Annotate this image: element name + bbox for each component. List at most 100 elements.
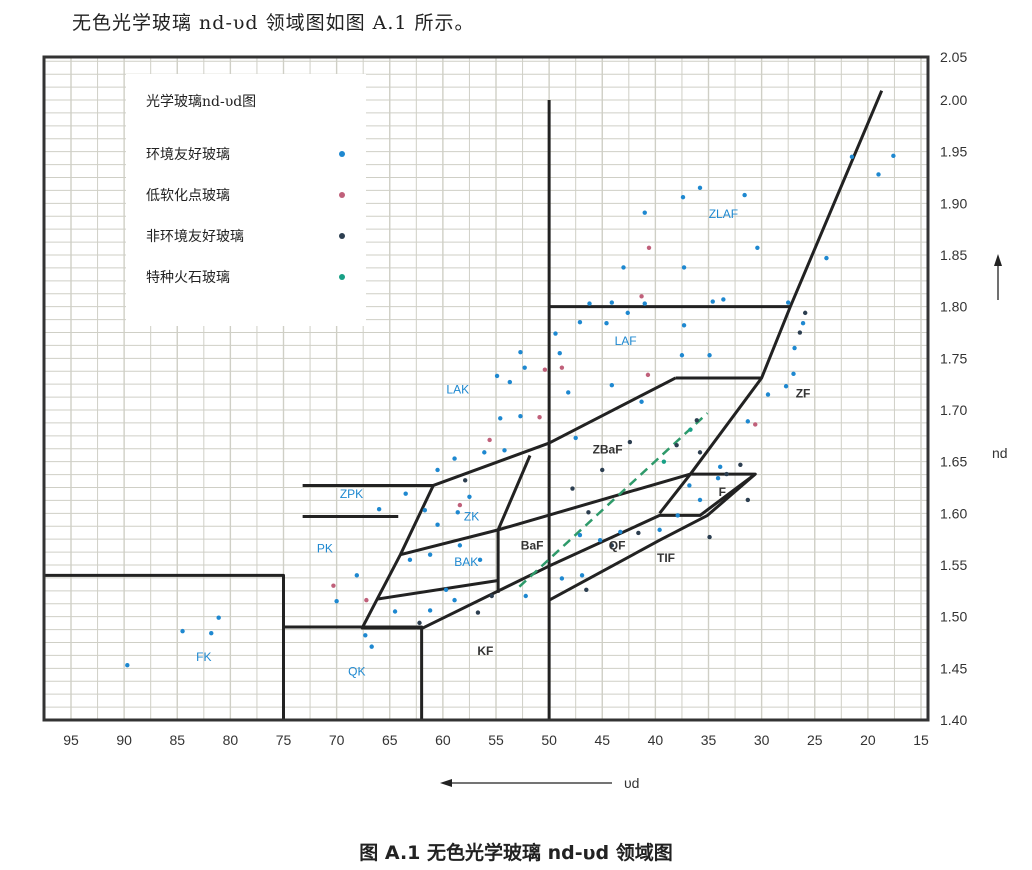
data-point (674, 442, 679, 448)
data-point (376, 507, 382, 512)
data-point (363, 633, 368, 638)
x-tick-label: 15 (913, 732, 929, 748)
x-tick-label: 85 (169, 732, 185, 748)
data-point (427, 608, 433, 613)
region-label: QF (609, 539, 626, 553)
data-point (604, 321, 609, 326)
data-point (507, 379, 513, 385)
y-tick-label: 1.40 (940, 712, 967, 728)
data-point (645, 372, 651, 378)
data-point (849, 154, 855, 160)
data-point (876, 172, 881, 177)
data-point (354, 573, 360, 578)
legend-label: 低软化点玻璃 (146, 187, 230, 204)
data-point (586, 510, 591, 515)
data-point (522, 365, 527, 370)
x-tick-label: 50 (541, 732, 557, 748)
data-point (537, 415, 542, 420)
region-boundary (400, 472, 691, 557)
data-point (765, 392, 771, 397)
data-point (681, 323, 687, 328)
data-point (639, 294, 644, 299)
data-point (785, 300, 791, 305)
data-point (802, 310, 808, 316)
data-point (636, 530, 641, 536)
data-point (452, 597, 457, 603)
data-point (559, 365, 565, 370)
data-point (557, 350, 562, 356)
x-label: υd (624, 775, 639, 791)
region-label: ZF (796, 387, 811, 401)
data-point (621, 265, 626, 270)
data-point (489, 593, 494, 599)
y-tick-label: 1.90 (940, 195, 967, 211)
data-point (625, 310, 630, 316)
plot-frame (42, 55, 930, 722)
data-point (435, 522, 440, 527)
data-point (462, 478, 468, 483)
data-point (125, 663, 130, 668)
data-point (457, 502, 463, 508)
data-point (724, 471, 729, 477)
data-point (618, 529, 623, 535)
y-tick-label: 2.05 (940, 49, 967, 65)
data-point (180, 628, 185, 634)
legend-label: 非环境友好玻璃 (146, 228, 244, 245)
y-tick-label: 1.55 (940, 557, 967, 573)
data-point (502, 448, 507, 453)
data-point (800, 321, 806, 326)
data-point (707, 534, 712, 540)
region-label: ZBaF (593, 442, 623, 456)
data-point (209, 631, 214, 636)
data-point (627, 439, 633, 445)
data-point (216, 615, 221, 620)
legend-marker (339, 274, 345, 280)
y-tick-label: 1.65 (940, 454, 967, 470)
data-point (721, 297, 726, 302)
data-point (791, 371, 796, 377)
data-point (755, 245, 760, 250)
data-point (642, 301, 647, 306)
data-point (407, 557, 413, 563)
x-tick-labels: 95 90 85 80 75 70 65 60 55 50 45 40 35 30 25 20 15 (63, 732, 929, 748)
data-point (609, 543, 615, 548)
x-tick-label: 60 (435, 732, 451, 748)
data-point (475, 610, 481, 615)
region-label: ZPK (340, 487, 363, 501)
data-point (482, 450, 487, 455)
y-tick-label: 1.75 (940, 350, 967, 366)
region-label: BaF (521, 539, 544, 553)
y-arrow-head-icon (994, 254, 1002, 266)
data-point (427, 552, 433, 557)
data-point (331, 583, 336, 588)
region-boundary (548, 472, 757, 602)
data-point (753, 422, 758, 427)
data-point (498, 416, 503, 421)
legend-label: 环境友好玻璃 (146, 146, 230, 163)
region-label: FK (196, 650, 211, 664)
data-point (661, 459, 667, 464)
data-point (697, 450, 703, 455)
x-tick-label: 75 (276, 732, 292, 748)
legend-label: 特种火石玻璃 (146, 269, 230, 286)
data-point (646, 245, 652, 250)
region-label: QK (348, 665, 365, 679)
region-label: ZLAF (709, 207, 738, 221)
x-tick-label: 35 (701, 732, 717, 748)
region-boundary (376, 579, 499, 601)
data-point (422, 508, 428, 513)
data-point (587, 301, 592, 306)
region-label: PK (317, 542, 333, 556)
x-tick-label: 45 (594, 732, 610, 748)
region-boundaries (44, 90, 884, 720)
y-axis-label: nd (992, 254, 1008, 461)
x-tick-label: 90 (116, 732, 132, 748)
data-point (694, 418, 700, 423)
data-point (577, 319, 583, 325)
data-point (364, 597, 369, 603)
region-boundary (302, 376, 677, 487)
data-point (687, 483, 692, 488)
x-tick-label: 40 (648, 732, 664, 748)
